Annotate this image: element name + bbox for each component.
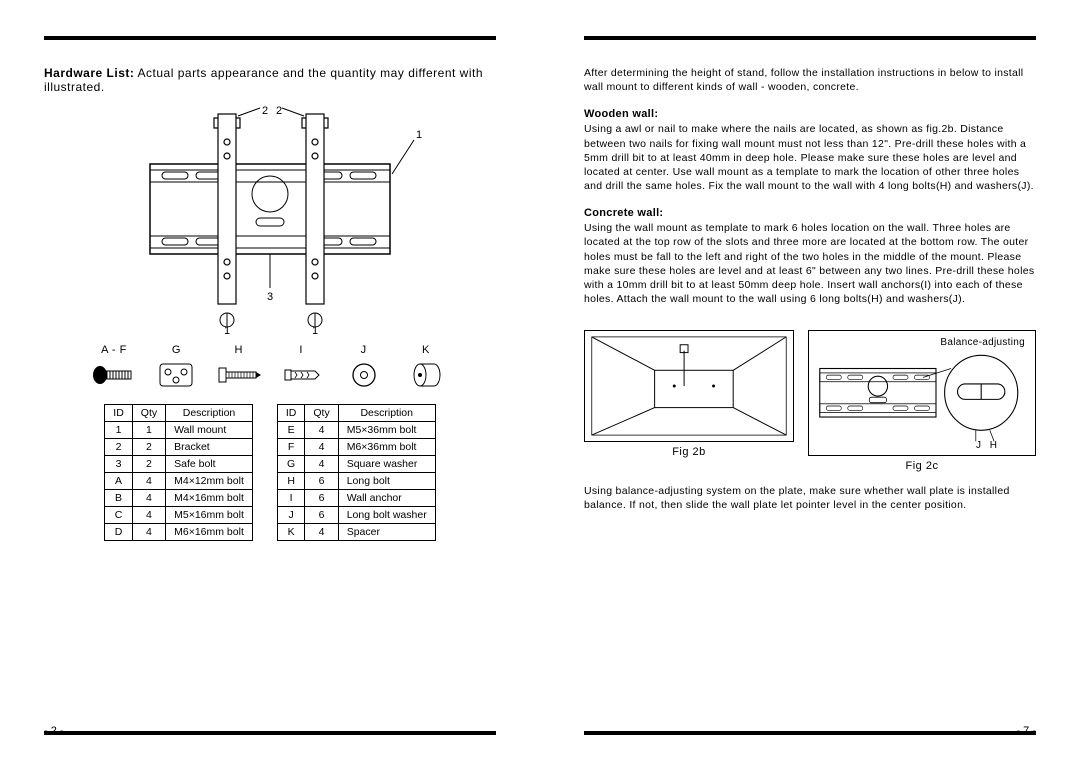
svg-text:1: 1 <box>312 325 318 334</box>
page-number-left: - 2 - <box>44 725 64 737</box>
page-number-right: - 7 - <box>1016 725 1036 737</box>
table-row: I6Wall anchor <box>277 490 435 507</box>
parts-table-1-body: 11Wall mount22Bracket32Safe boltA4M4×12m… <box>105 422 253 541</box>
callout-3: 3 <box>267 291 273 303</box>
wooden-wall-body: Using a awl or nail to make where the na… <box>584 122 1036 193</box>
table-row: G4Square washer <box>277 456 435 473</box>
parts-table-1: IDQtyDescription 11Wall mount22Bracket32… <box>104 404 253 541</box>
fig-2b <box>584 330 794 442</box>
concrete-wall-head: Concrete wall: <box>584 207 1036 219</box>
footer-text: Using balance-adjusting system on the pl… <box>584 484 1036 512</box>
parts-table-2: IDQtyDescription E4M5×36mm boltF4M6×36mm… <box>277 404 436 541</box>
table-row: H6Long bolt <box>277 473 435 490</box>
square-washer-icon <box>152 360 200 390</box>
parts-tables: IDQtyDescription 11Wall mount22Bracket32… <box>44 404 496 541</box>
wooden-wall-head: Wooden wall: <box>584 108 1036 120</box>
table-row: 32Safe bolt <box>105 456 253 473</box>
page-right: After determining the height of stand, f… <box>540 0 1080 763</box>
table-row: 11Wall mount <box>105 422 253 439</box>
fig-2c: Balance-adjusting J H <box>808 330 1036 456</box>
hw-icon-af: A - F <box>85 344 143 390</box>
table-row: A4M4×12mm bolt <box>105 473 253 490</box>
wall-mount-diagram: 2 2 1 3 1 1 <box>110 104 430 334</box>
long-bolt-icon <box>215 360 263 390</box>
callout-1: 1 <box>416 129 422 141</box>
rule-top-right <box>584 36 1036 40</box>
table-row: B4M4×16mm bolt <box>105 490 253 507</box>
fig-2c-caption: Fig 2c <box>906 460 939 472</box>
concrete-wall-body: Using the wall mount as template to mark… <box>584 221 1036 306</box>
hardware-list-title: Hardware List: Actual parts appearance a… <box>44 66 496 94</box>
table-row: K4Spacer <box>277 524 435 541</box>
table-row: 22Bracket <box>105 439 253 456</box>
callout-2r: 2 <box>276 105 282 117</box>
fig-2b-caption: Fig 2b <box>672 446 706 458</box>
callout-2l: 2 <box>262 105 268 117</box>
hw-icon-h: H <box>210 344 268 390</box>
table-row: J6Long bolt washer <box>277 507 435 524</box>
table-row: C4M5×16mm bolt <box>105 507 253 524</box>
spacer-icon <box>402 360 450 390</box>
label-j: J <box>976 440 981 451</box>
label-h: H <box>990 440 997 451</box>
hw-icon-i: I <box>272 344 330 390</box>
figure-row: Fig 2b Balance-adjusting J H <box>584 330 1036 472</box>
rule-top-left <box>44 36 496 40</box>
intro-text: After determining the height of stand, f… <box>584 66 1036 94</box>
table-row: D4M6×16mm bolt <box>105 524 253 541</box>
hw-icon-k: K <box>397 344 455 390</box>
table-row: E4M5×36mm bolt <box>277 422 435 439</box>
hardware-icons-row: A - F G H <box>85 344 455 390</box>
washer-icon <box>340 360 388 390</box>
bolt-icon <box>90 360 138 390</box>
page-left: Hardware List: Actual parts appearance a… <box>0 0 540 763</box>
rule-bottom-left <box>44 731 496 735</box>
table-row: F4M6×36mm bolt <box>277 439 435 456</box>
svg-text:1: 1 <box>224 325 230 334</box>
hw-icon-g: G <box>147 344 205 390</box>
parts-table-2-body: E4M5×36mm boltF4M6×36mm boltG4Square was… <box>277 422 435 541</box>
wall-anchor-icon <box>277 360 325 390</box>
hardware-list-bold: Hardware List: <box>44 66 134 80</box>
balance-adjusting-label: Balance-adjusting <box>940 337 1025 348</box>
hw-icon-j: J <box>335 344 393 390</box>
rule-bottom-right <box>584 731 1036 735</box>
